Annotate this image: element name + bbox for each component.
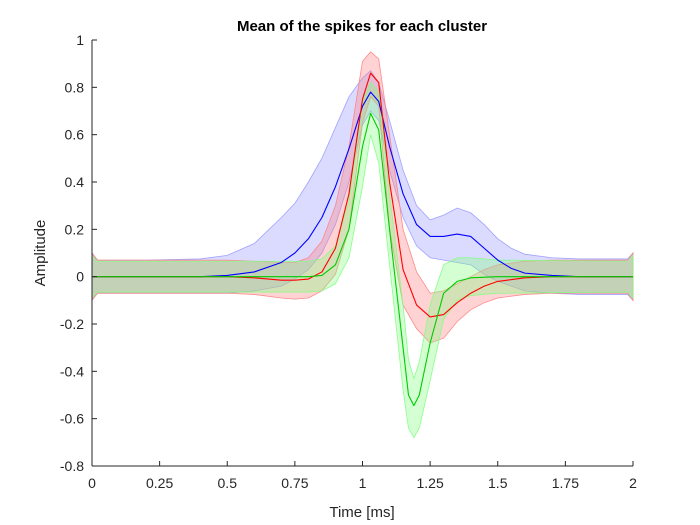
y-tick-label: 0.2 [65, 221, 85, 237]
x-tick-label: 0 [88, 475, 96, 491]
plot-area: 0 0.25 0.5 0.75 1 1.25 1.5 1.75 2 -0.8 -0.6 -0.4 -0.… [60, 32, 637, 491]
y-tick-label: 0 [76, 269, 84, 285]
x-tick-label: 0.25 [146, 475, 173, 491]
x-axis-label: Time [ms] [329, 504, 394, 521]
y-tick-label: -0.8 [60, 458, 84, 474]
series-0-mean-line [92, 91, 633, 278]
x-tick-label: 0.75 [281, 475, 308, 491]
x-tick-label: 1 [359, 475, 367, 491]
y-tick-label: -0.6 [60, 411, 84, 427]
series-1-mean-line [92, 72, 633, 318]
y-tick-label: 0.8 [65, 79, 85, 95]
x-tick-label: 0.5 [218, 475, 238, 491]
series-2-mean-line [92, 112, 633, 407]
series-1-band [91, 51, 634, 344]
y-tick-label: 1 [76, 32, 84, 48]
chart-title: Mean of the spikes for each cluster [237, 18, 487, 35]
y-tick-label: -0.4 [60, 363, 84, 379]
x-tick-label: 1.5 [488, 475, 508, 491]
x-tick-label: 1.75 [552, 475, 579, 491]
y-tick-label: 0.6 [65, 127, 85, 143]
y-tick-label: -0.2 [60, 316, 84, 332]
series-2-band [91, 81, 634, 439]
y-tick-label: 0.4 [65, 174, 85, 190]
y-axis-label: Amplitude [32, 220, 49, 287]
x-tick-label: 2 [629, 475, 637, 491]
x-tick-label: 1.25 [417, 475, 444, 491]
